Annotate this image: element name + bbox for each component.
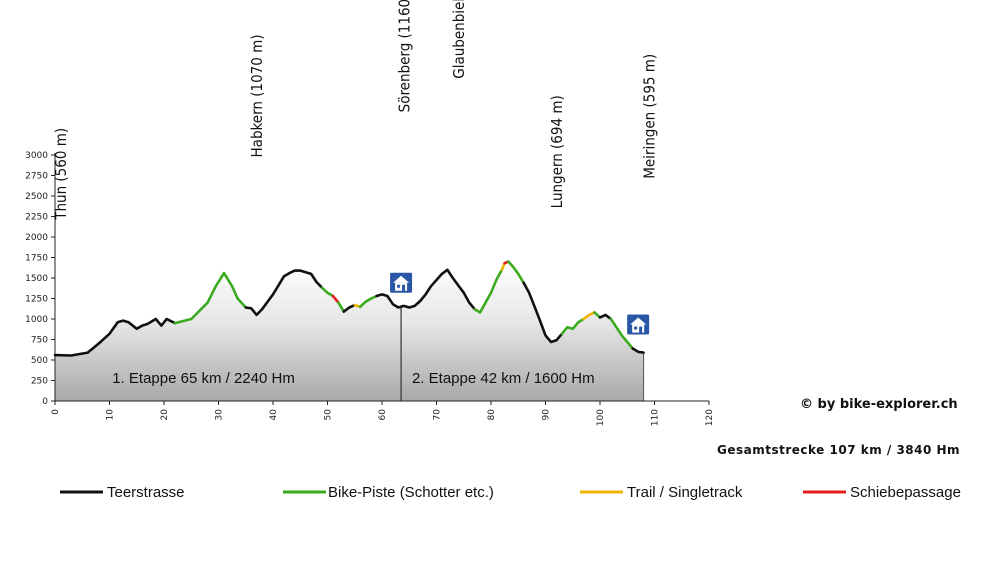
waypoint-label: Habkern (1070 m) <box>248 34 266 157</box>
hut-sorenberg-icon <box>390 272 413 293</box>
y-tick-label: 3000 <box>25 151 48 161</box>
profile-segment-trail <box>582 311 596 321</box>
legend-label: Bike-Piste (Schotter etc.) <box>328 484 494 501</box>
y-tick-label: 2500 <box>25 192 48 202</box>
profile-segment-gravel <box>507 260 526 285</box>
x-tick-label: 80 <box>487 409 497 421</box>
hut-door <box>402 284 406 291</box>
x-tick-label: 70 <box>433 409 443 421</box>
hut-roof <box>630 317 647 325</box>
y-tick-label: 1000 <box>25 315 48 325</box>
stage-label: 2. Etappe 42 km / 1600 Hm <box>412 370 595 387</box>
x-tick-label: 110 <box>651 409 661 426</box>
x-tick-label: 30 <box>215 409 225 421</box>
profile-segment-tar <box>522 281 564 344</box>
y-tick-label: 2000 <box>25 233 48 243</box>
waypoint-label: Meiringen (595 m) <box>641 54 659 179</box>
y-tick-label: 1500 <box>25 274 48 284</box>
profile-segment-tar <box>598 313 613 321</box>
profile-segment-gravel <box>337 301 346 313</box>
legend-item-push: Schiebepassage <box>803 484 961 501</box>
x-tick-label: 90 <box>542 409 552 421</box>
profile-segment-tar <box>53 317 177 357</box>
hut-body <box>395 282 408 291</box>
x-tick-label: 50 <box>324 409 334 421</box>
stage-label: 1. Etappe 65 km / 2240 Hm <box>112 370 295 387</box>
hut-window <box>634 326 638 330</box>
profile-segment-gravel <box>358 294 378 309</box>
waypoint-label: Lungern (694 m) <box>548 95 566 208</box>
hut-roof <box>393 275 410 283</box>
profile-segment-gravel <box>320 286 335 298</box>
x-tick-label: 120 <box>705 409 715 426</box>
credit-text: © by bike-explorer.ch <box>800 397 958 412</box>
x-tick-label: 60 <box>378 409 388 421</box>
x-tick-label: 0 <box>51 409 61 415</box>
profile-segment-tar <box>631 347 645 354</box>
y-tick-label: 0 <box>42 397 48 407</box>
legend-item-trail: Trail / Singletrack <box>580 484 743 501</box>
profile-segment-gravel <box>609 317 635 350</box>
x-tick-label: 10 <box>106 409 116 421</box>
total-distance-text: Gesamtstrecke 107 km / 3840 Hm <box>717 443 960 457</box>
legend: Teerstrasse Bike-Piste (Schotter etc.) Tra… <box>60 484 961 501</box>
hut-body <box>632 324 645 333</box>
profile-segment-gravel <box>473 268 504 314</box>
hut-meiringen-icon <box>627 314 650 335</box>
profile-segment-tar <box>244 269 324 317</box>
waypoint-label: Sörenberg (1160 m) <box>395 0 413 112</box>
hut-window <box>397 284 401 288</box>
profile-segment-gravel <box>173 271 248 325</box>
x-tick-label: 20 <box>160 409 170 421</box>
profile-segment-tar <box>342 303 357 313</box>
profile-segment-push <box>331 294 340 304</box>
legend-item-gravel: Bike-Piste (Schotter etc.) <box>283 484 494 501</box>
profile-segment-gravel <box>560 317 585 336</box>
x-tick-label: 100 <box>596 409 606 426</box>
waypoint-label: Glaubenbielen (1611 m) <box>450 0 468 79</box>
y-tick-label: 250 <box>31 377 48 387</box>
y-tick-label: 1750 <box>25 254 48 264</box>
y-tick-label: 2750 <box>25 172 48 182</box>
y-tick-label: 1250 <box>25 295 48 305</box>
legend-item-tar: Teerstrasse <box>60 484 185 501</box>
legend-label: Teerstrasse <box>107 484 185 501</box>
profile-segment-tar <box>375 268 477 311</box>
x-tick-label: 40 <box>269 409 279 421</box>
y-tick-label: 500 <box>31 356 48 366</box>
hut-door <box>639 326 643 333</box>
profile-area <box>55 261 644 401</box>
legend-label: Schiebepassage <box>850 484 961 501</box>
y-tick-label: 750 <box>31 336 48 346</box>
waypoint-label: Thun (560 m) <box>52 128 70 221</box>
y-tick-label: 2250 <box>25 213 48 223</box>
legend-label: Trail / Singletrack <box>627 484 743 501</box>
